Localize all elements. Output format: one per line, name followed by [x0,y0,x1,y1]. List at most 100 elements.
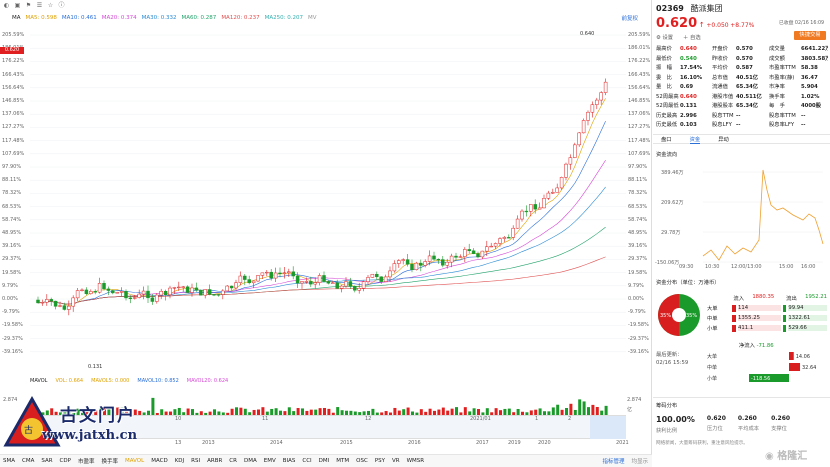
ma-label[interactable]: MA [12,14,21,21]
navigator-window[interactable] [590,416,626,439]
volume-chart[interactable] [30,396,626,415]
dist-row-label: 小单 [707,326,718,332]
volume-bar [340,410,344,415]
indicator-manage-button[interactable]: 指标管理 [602,459,625,465]
candle-body [436,258,441,261]
star-icon[interactable]: ☆ [47,2,54,9]
volume-bar [305,410,309,415]
volume-bar [397,410,401,415]
indicator-tab[interactable]: MACD [151,458,168,464]
watchlist-button[interactable]: ＋ 自选 [683,33,701,41]
candle-body [190,287,194,293]
volume-bar [587,407,590,415]
chip-stat: 0.260 平均成本 [738,415,759,434]
quote-value: 0.69 [680,84,694,90]
ma-line [37,160,606,305]
settings-button[interactable]: ⚙ 设置 [656,33,673,41]
info-icon[interactable]: ⓘ [58,2,65,9]
inflow-swatch [732,304,737,312]
volume-bar [213,409,216,415]
indicator-tab[interactable]: 市盈率 [77,459,95,465]
indicator-tab[interactable]: KDJ [174,458,185,464]
volume-bar [230,408,234,415]
candles [36,78,608,316]
navigator[interactable] [30,415,626,439]
tab-alerts[interactable]: 异动 [718,137,729,143]
indicator-tab[interactable]: CR [229,458,237,464]
net-inflow-label: 净流入 [739,343,755,349]
indicator-tab[interactable]: RSI [191,458,201,464]
candle-body [225,285,229,292]
menu-icon[interactable]: ☰ [36,2,43,9]
volume-bar [507,408,511,415]
candle-body [269,271,273,279]
indicator-tab[interactable]: SAR [41,458,53,464]
side-tabs: 盘口 资金 异动 [653,134,830,144]
candle-body [106,288,111,291]
indicator-tab[interactable]: MAVOL [124,458,145,464]
volume-bar [569,403,573,415]
volume-bar [103,407,106,415]
indicator-icon[interactable]: ◐ [3,2,10,9]
indicator-tab[interactable]: MTM [336,458,350,464]
candle-body [383,276,388,282]
volume-bar [411,411,414,415]
indicator-tab[interactable]: CDP [59,458,71,464]
volume-bar [50,408,54,415]
ma-line [37,121,606,305]
net-row-label: 中单 [707,364,717,371]
adjust-button[interactable]: 前复权 [621,15,638,22]
mid-label: 2 [568,416,572,422]
candle-body [344,281,348,287]
quote-label: 开盘价 [712,46,728,52]
volume-bar [204,412,208,415]
indicator-tab[interactable]: PSY [374,458,385,464]
quote-label: 港股股本 [712,103,734,109]
indicator-tab[interactable]: CCI [302,458,312,464]
candle-body [309,281,313,285]
quote-label: 市盈率(静) [769,74,795,81]
indicator-tab[interactable]: BIAS [282,458,296,464]
indicator-tab[interactable]: ARBR [207,458,223,464]
volume-bar [521,411,524,415]
volume-bar [296,408,300,415]
indicator-tab[interactable]: OSC [356,458,368,464]
volume-bar [604,405,608,415]
candle-body [599,92,603,101]
outflow-swatch [782,324,787,332]
indicator-tab[interactable]: SMA [3,458,15,464]
indicator-tab[interactable]: CMA [22,458,35,464]
candle-body [392,263,397,272]
stock-name: 酷派集团 [690,4,723,13]
quote-value: 1.02% [801,93,820,100]
year-axis: 13 2013 2014 2015 2016 2017 2019 2020 20… [30,440,629,448]
tab-orderbook[interactable]: 盘口 [661,137,672,143]
mavol-label[interactable]: MAVOL [30,377,48,384]
quote-value: 36.47 [801,74,818,81]
quote-value: 0.570 [736,55,753,62]
candlestick-chart[interactable]: 0.640 0.131 [30,30,626,370]
ma30-value: MA30: 0.332 [141,14,177,21]
indicator-tab[interactable]: DMA [243,458,257,464]
candle-body [449,255,454,263]
quick-trade-button[interactable]: 快捷交易 [794,31,826,40]
candle-body [515,218,520,229]
dist-out-cell: 1322.61 [788,315,827,321]
indicator-tab[interactable]: WMSR [406,458,425,464]
indicator-tab[interactable]: DMI [318,458,330,464]
volume-bar [314,409,318,415]
indicator-tab[interactable]: VR [391,458,400,464]
candle-body [353,286,357,291]
year-label: 13 [175,440,182,446]
ma-legend: MA MA5: 0.598 MA10: 0.461 MA20: 0.374 MA… [0,12,652,23]
flag-icon[interactable]: ⚑ [25,2,32,9]
layout-icon[interactable]: ▣ [14,2,21,9]
show-all-button[interactable]: 均显示 [631,459,648,465]
tab-capital[interactable]: 资金 [689,136,701,144]
volume-bar [573,409,577,415]
indicator-tab[interactable]: 换手率 [101,459,118,465]
plus-icon: ＋ [683,35,689,41]
indicator-tab[interactable]: EMV [263,458,276,464]
mid-label: 1 [535,416,539,422]
